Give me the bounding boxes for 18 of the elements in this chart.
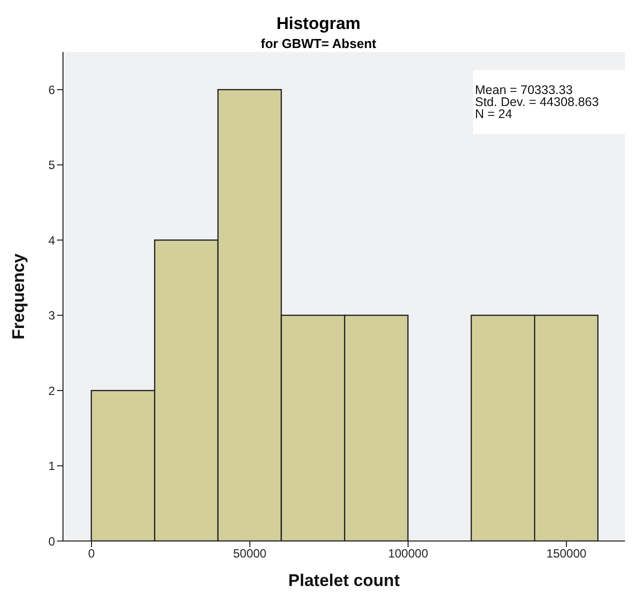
- y-tick-label: 4: [48, 233, 56, 248]
- annotation: N = 24: [475, 107, 514, 121]
- y-tick-label: 0: [48, 534, 56, 548]
- y-tick-label: 5: [48, 158, 56, 172]
- chart-title: Histogram: [275, 14, 362, 34]
- annotation: Mean = 70333.33: [475, 83, 574, 97]
- x-tick-label: 0: [88, 546, 96, 561]
- y-tick-label: 6: [48, 82, 56, 97]
- x-tick-label: 150000: [546, 546, 587, 561]
- y-tick-label: 2: [48, 384, 56, 398]
- annotation: Std. Dev. = 44308.863: [475, 95, 600, 109]
- y-tick-label: 3: [48, 308, 56, 323]
- x-axis-title: Platelet count: [288, 571, 400, 590]
- x-tick-label: 50000: [233, 546, 267, 561]
- x-tick-label: 100000: [388, 546, 428, 561]
- y-tick-label: 1: [48, 459, 56, 474]
- y-axis-title: Frequency: [9, 252, 28, 340]
- chart-subtitle: for GBWT= Absent: [260, 36, 378, 51]
